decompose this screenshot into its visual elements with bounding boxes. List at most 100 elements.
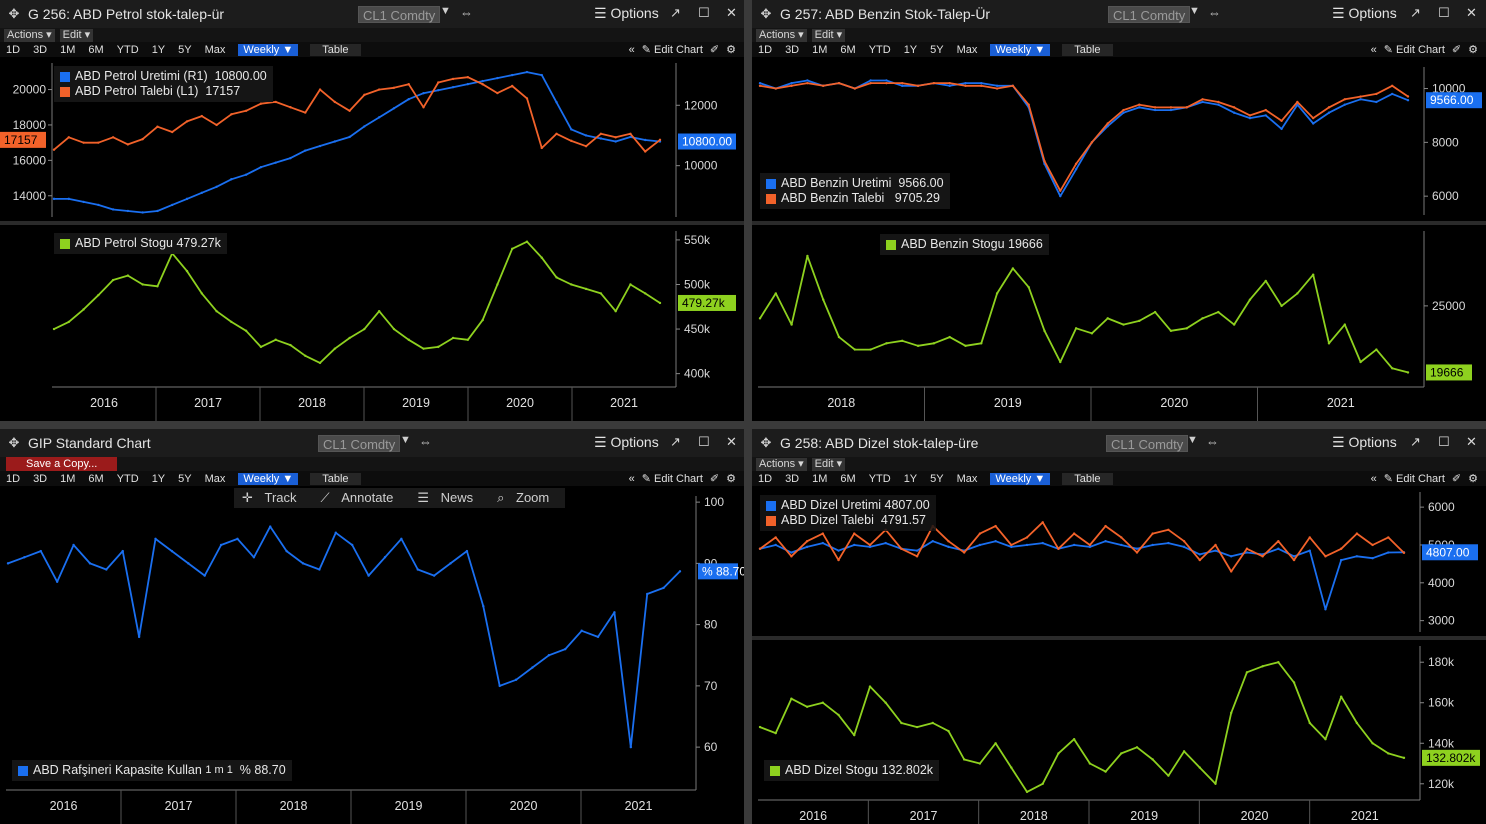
move-icon[interactable]: ✥ [760,6,772,21]
range-3d[interactable]: 3D [785,472,800,485]
range-ytd[interactable]: YTD [116,472,139,485]
range-max[interactable]: Max [956,472,978,485]
range-5y[interactable]: 5Y [930,472,944,485]
pencil-icon[interactable]: ✐ [1451,473,1462,485]
options-button[interactable]: ☰ Options [594,434,659,450]
edit-menu[interactable]: Edit ▾ [811,457,846,471]
range-3d[interactable]: 3D [785,43,800,56]
range-1m[interactable]: 1M [812,472,828,485]
range-1d[interactable]: 1D [758,43,773,56]
chart-refinery-utilization[interactable]: 10090807060% 88.702016201720182019202020… [0,486,744,824]
options-button[interactable]: ☰ Options [1332,434,1397,450]
frequency-dropdown[interactable]: Weekly ▼ [238,43,299,56]
actions-menu[interactable]: Actions ▾ [4,28,55,42]
range-1y[interactable]: 1Y [903,472,918,485]
annotate-button[interactable]: ⟋ Annotate [320,490,394,505]
panel-titlebar[interactable]: ✥ G 257: ABD Benzin Stok-Talep-Ür CL1 Co… [752,0,1486,28]
table-button[interactable]: Table [1062,472,1113,485]
popout-icon[interactable]: ↗ [670,5,681,20]
range-6m[interactable]: 6M [88,472,104,485]
options-button[interactable]: ☰ Options [1332,5,1397,21]
move-icon[interactable]: ✥ [760,435,772,450]
edit-chart-button[interactable]: ✎ Edit Chart [641,473,703,485]
popout-icon[interactable]: ↗ [1410,434,1421,449]
table-button[interactable]: Table [310,472,361,485]
pane-divider[interactable] [0,221,744,225]
maximize-icon[interactable]: ☐ [698,5,710,20]
pencil-icon[interactable]: ✐ [1451,44,1462,56]
maximize-icon[interactable]: ☐ [1438,434,1450,449]
range-3d[interactable]: 3D [33,43,48,56]
options-button[interactable]: ☰ Options [594,5,659,21]
panel-titlebar[interactable]: ✥ GIP Standard Chart CL1 Comdty ▼ ⇔ ☰ Op… [0,429,744,457]
popout-icon[interactable]: ↗ [1410,5,1421,20]
move-icon[interactable]: ✥ [8,6,20,21]
link-icon[interactable]: ⇔ [419,434,432,449]
ticker-field[interactable]: CL1 Comdty [318,435,401,452]
chart-benzin-stock[interactable]: 25000 19666 2018 2019 2020 2021 [752,225,1486,421]
range-1m[interactable]: 1M [60,43,76,56]
edit-menu[interactable]: Edit ▾ [59,28,94,42]
chart-dizel-supply-demand[interactable]: 60005000400030004807.00 [752,486,1486,636]
range-ytd[interactable]: YTD [116,43,139,56]
save-copy-button[interactable]: Save a Copy... [6,457,118,471]
link-icon[interactable]: ⇔ [460,5,473,20]
range-1y[interactable]: 1Y [151,472,166,485]
link-icon[interactable]: ⇔ [1206,434,1219,449]
close-icon[interactable]: ✕ [1466,434,1477,449]
news-button[interactable]: ☰ News [417,490,474,505]
frequency-dropdown[interactable]: Weekly ▼ [990,43,1051,56]
range-ytd[interactable]: YTD [868,43,891,56]
table-button[interactable]: Table [310,43,361,56]
range-1y[interactable]: 1Y [903,43,918,56]
chart-dizel-stock[interactable]: 180k 160k 140k 120k 132.802k 2016 2017 2018 2019… [752,640,1486,824]
edit-menu[interactable]: Edit ▾ [811,28,846,42]
panel-titlebar[interactable]: ✥ G 256: ABD Petrol stok-talep-ür CL1 Co… [0,0,744,28]
gear-icon[interactable]: ⚙ [1468,473,1478,485]
pane-divider[interactable] [752,221,1486,225]
collapse-icon[interactable]: « [1370,472,1377,485]
range-ytd[interactable]: YTD [868,472,891,485]
chart-petrol-stock[interactable]: 550k 500k 450k 400k 479.27k 2016 2017 2018 2019 2… [0,225,744,421]
range-max[interactable]: Max [956,43,978,56]
range-max[interactable]: Max [204,472,226,485]
range-5y[interactable]: 5Y [178,43,192,56]
ticker-field[interactable]: CL1 Comdty [1106,435,1189,452]
pencil-icon[interactable]: ✐ [709,473,720,485]
range-1d[interactable]: 1D [6,43,21,56]
chevron-down-icon[interactable]: ▼ [1189,5,1200,17]
range-3d[interactable]: 3D [33,472,48,485]
maximize-icon[interactable]: ☐ [1438,5,1450,20]
ticker-field[interactable]: CL1 Comdty [358,6,441,23]
range-5y[interactable]: 5Y [930,43,944,56]
gear-icon[interactable]: ⚙ [726,473,736,485]
frequency-dropdown[interactable]: Weekly ▼ [990,472,1051,485]
close-icon[interactable]: ✕ [726,5,737,20]
gear-icon[interactable]: ⚙ [1468,44,1478,56]
maximize-icon[interactable]: ☐ [698,434,710,449]
table-button[interactable]: Table [1062,43,1113,56]
gear-icon[interactable]: ⚙ [726,44,736,56]
collapse-icon[interactable]: « [628,43,635,56]
chevron-down-icon[interactable]: ▼ [400,434,411,446]
chevron-down-icon[interactable]: ▼ [440,5,451,17]
range-1m[interactable]: 1M [812,43,828,56]
actions-menu[interactable]: Actions ▾ [756,457,807,471]
range-6m[interactable]: 6M [840,43,856,56]
panel-titlebar[interactable]: ✥ G 258: ABD Dizel stok-talep-üre CL1 Co… [752,429,1486,457]
edit-chart-button[interactable]: ✎ Edit Chart [1383,44,1445,56]
move-icon[interactable]: ✥ [8,435,20,450]
pencil-icon[interactable]: ✐ [709,44,720,56]
range-6m[interactable]: 6M [88,43,104,56]
collapse-icon[interactable]: « [628,472,635,485]
range-5y[interactable]: 5Y [178,472,192,485]
pane-divider[interactable] [752,636,1486,640]
track-button[interactable]: ✛ Track [242,490,297,505]
edit-chart-button[interactable]: ✎ Edit Chart [641,44,703,56]
edit-chart-button[interactable]: ✎ Edit Chart [1383,473,1445,485]
range-1d[interactable]: 1D [6,472,21,485]
range-1m[interactable]: 1M [60,472,76,485]
chevron-down-icon[interactable]: ▼ [1187,434,1198,446]
link-icon[interactable]: ⇔ [1208,5,1221,20]
popout-icon[interactable]: ↗ [670,434,681,449]
